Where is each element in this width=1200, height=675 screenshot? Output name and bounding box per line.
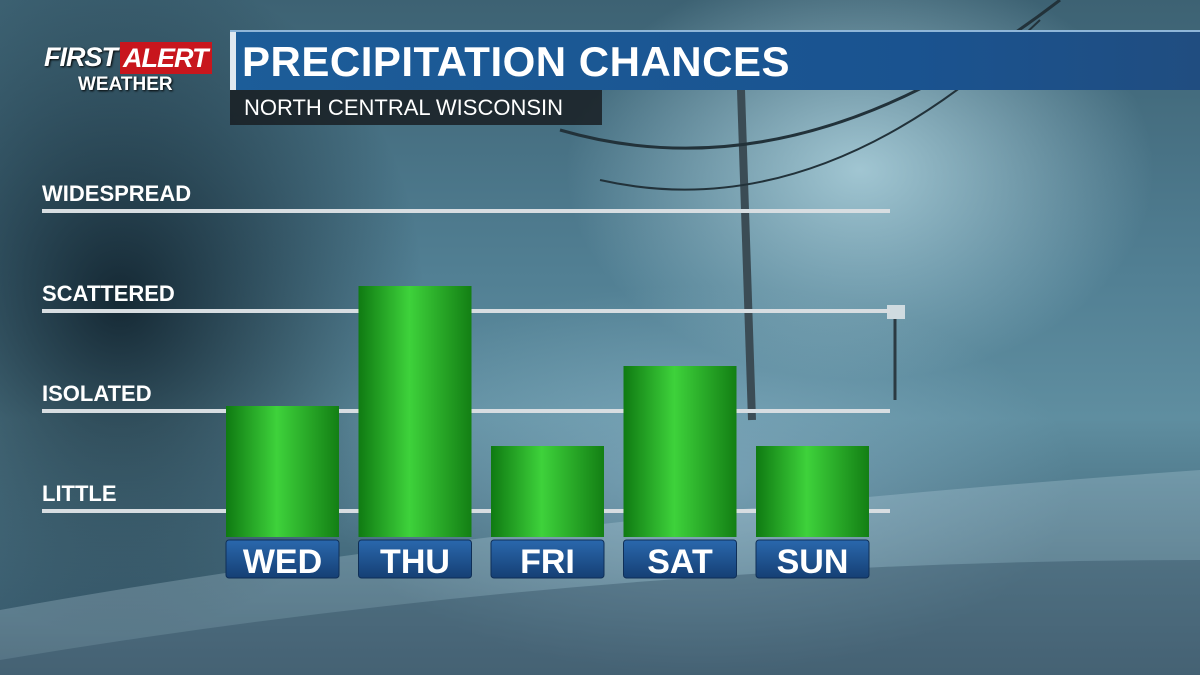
title-bar-cap <box>230 32 236 90</box>
logo-first-text: FIRST <box>44 42 118 72</box>
x-tick-label: THU <box>380 543 450 581</box>
subtitle-bar: NORTH CENTRAL WISCONSIN <box>230 90 602 125</box>
x-tick-label: SAT <box>647 543 713 581</box>
day-tab-sun <box>755 539 870 579</box>
y-tick-label: WIDESPREAD <box>42 181 191 206</box>
bar-thu <box>358 286 472 537</box>
day-tab-sat <box>623 539 737 579</box>
title-bar: PRECIPITATION CHANCES <box>230 30 1200 90</box>
bar-sat <box>623 366 737 537</box>
bar-fri <box>491 446 604 537</box>
y-tick-label: LITTLE <box>42 481 117 506</box>
x-tick-label: WED <box>243 543 322 581</box>
y-tick-label: ISOLATED <box>42 381 152 406</box>
y-tick-label: SCATTERED <box>42 281 175 306</box>
bar-wed <box>226 406 339 537</box>
x-tick-label: FRI <box>520 543 575 581</box>
page-title: PRECIPITATION CHANCES <box>242 38 790 85</box>
bar-sun <box>756 446 869 537</box>
first-alert-weather-logo: FIRST ALERT WEATHER <box>44 42 224 98</box>
region-subtitle: NORTH CENTRAL WISCONSIN <box>244 95 564 120</box>
bar-layer <box>226 286 869 537</box>
day-tab-fri <box>490 539 605 579</box>
day-tab-wed <box>225 539 340 579</box>
logo-alert-text: ALERT <box>120 42 212 74</box>
x-tick-label: SUN <box>777 543 849 581</box>
day-tab-layer: WED THU FRI SAT SUN <box>225 539 870 581</box>
logo-weather-text: WEATHER <box>78 74 173 95</box>
day-tab-thu <box>358 539 472 579</box>
